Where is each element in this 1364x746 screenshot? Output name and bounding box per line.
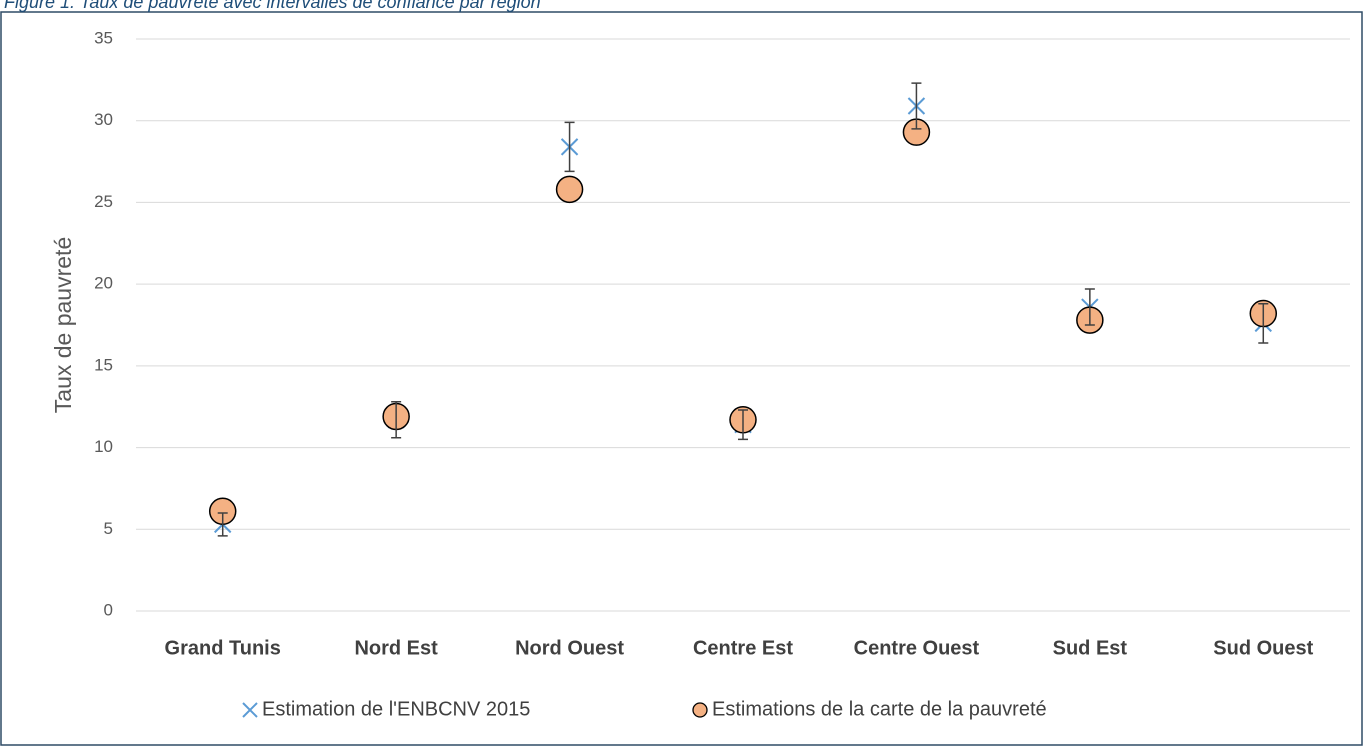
x-tick-label: Nord Est <box>354 637 438 659</box>
y-tick-label: 30 <box>94 110 113 129</box>
x-tick-label: Centre Ouest <box>854 637 980 659</box>
y-tick-label: 0 <box>104 600 113 619</box>
error-bar <box>564 121 575 173</box>
x-tick-label: Sud Ouest <box>1213 637 1313 659</box>
chart-title: Figure 1: Taux de pauvreté avec interval… <box>4 0 541 12</box>
x-tick-label: Sud Est <box>1053 637 1128 659</box>
legend-label: Estimations de la carte de la pauvreté <box>712 698 1047 720</box>
error-bar <box>1258 303 1269 344</box>
y-axis-label: Taux de pauvreté <box>50 237 76 413</box>
legend-label: Estimation de l'ENBCNV 2015 <box>262 698 530 720</box>
error-bar <box>217 512 228 537</box>
circle-marker <box>555 175 584 204</box>
x-tick-label: Grand Tunis <box>165 637 281 659</box>
y-tick-label: 5 <box>104 519 113 538</box>
y-tick-label: 25 <box>94 192 113 211</box>
chart-frame <box>0 11 1363 746</box>
error-bar <box>1084 288 1095 326</box>
y-tick-label: 35 <box>94 28 113 47</box>
y-tick-label: 15 <box>94 355 113 374</box>
error-bar <box>738 409 748 441</box>
legend-marker <box>242 702 258 718</box>
y-tick-label: 10 <box>94 437 113 456</box>
error-bar <box>391 401 402 439</box>
x-tick-label: Nord Ouest <box>515 637 624 659</box>
legend-marker <box>692 702 708 718</box>
x-tick-label: Centre Est <box>693 637 793 659</box>
error-bar <box>911 82 922 130</box>
y-tick-label: 20 <box>94 274 113 293</box>
